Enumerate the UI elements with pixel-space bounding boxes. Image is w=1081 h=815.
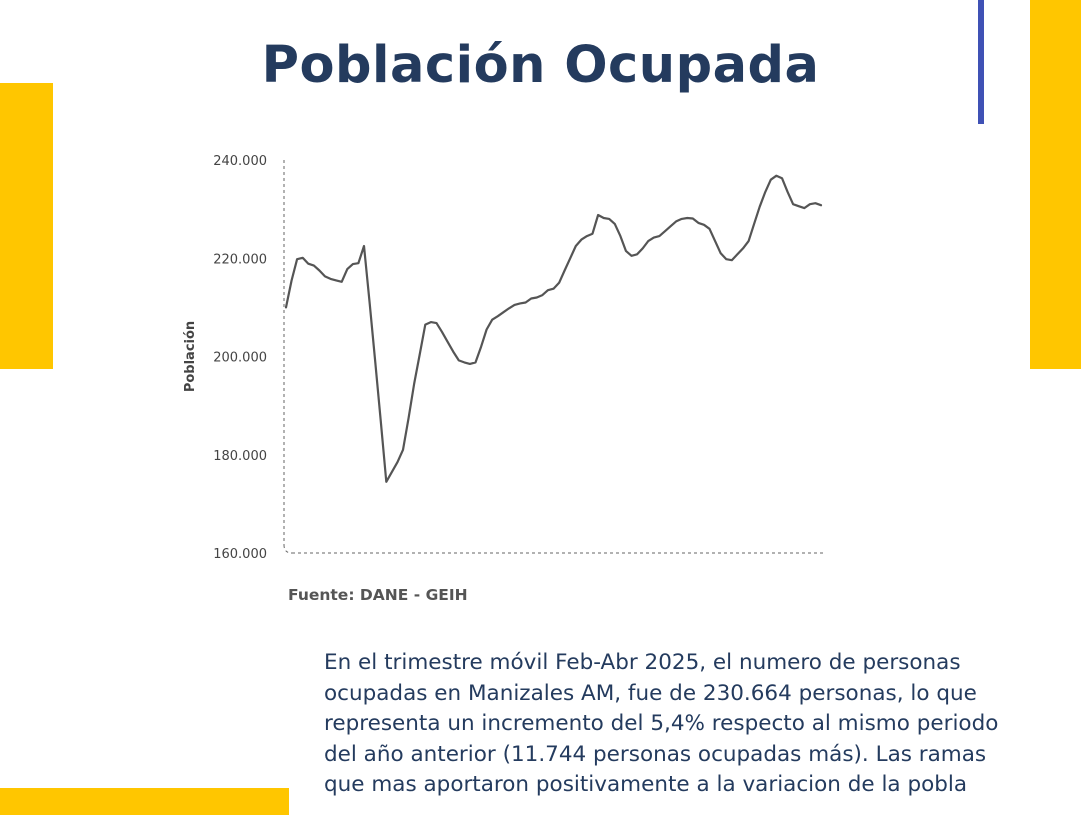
page-title: Población Ocupada xyxy=(261,36,820,95)
chart-series xyxy=(284,174,823,483)
source-note: Fuente: DANE - GEIH xyxy=(288,586,468,604)
y-tick-label: 180.000 xyxy=(213,449,267,464)
y-tick-label: 200.000 xyxy=(213,351,267,366)
decor-bar-bottom xyxy=(0,788,289,815)
y-tick-label: 220.000 xyxy=(213,252,267,267)
y-tick-label: 240.000 xyxy=(213,154,267,169)
body-paragraph: En el trimestre móvil Feb-Abr 2025, el n… xyxy=(324,650,999,797)
y-tick-label: 160.000 xyxy=(213,547,267,562)
line-chart: 160.000 180.000 200.000 220.000 240.000 Pobl… xyxy=(183,154,823,562)
decor-bar-left xyxy=(0,83,53,369)
axis-corner xyxy=(283,544,293,554)
y-tick-labels: 160.000 180.000 200.000 220.000 240.000 xyxy=(213,154,267,562)
y-axis-label: Población xyxy=(183,321,198,392)
series-line xyxy=(284,174,823,483)
decor-bar-right xyxy=(1030,0,1081,369)
chart-axes xyxy=(283,160,823,554)
decor-line-blue xyxy=(978,0,984,124)
